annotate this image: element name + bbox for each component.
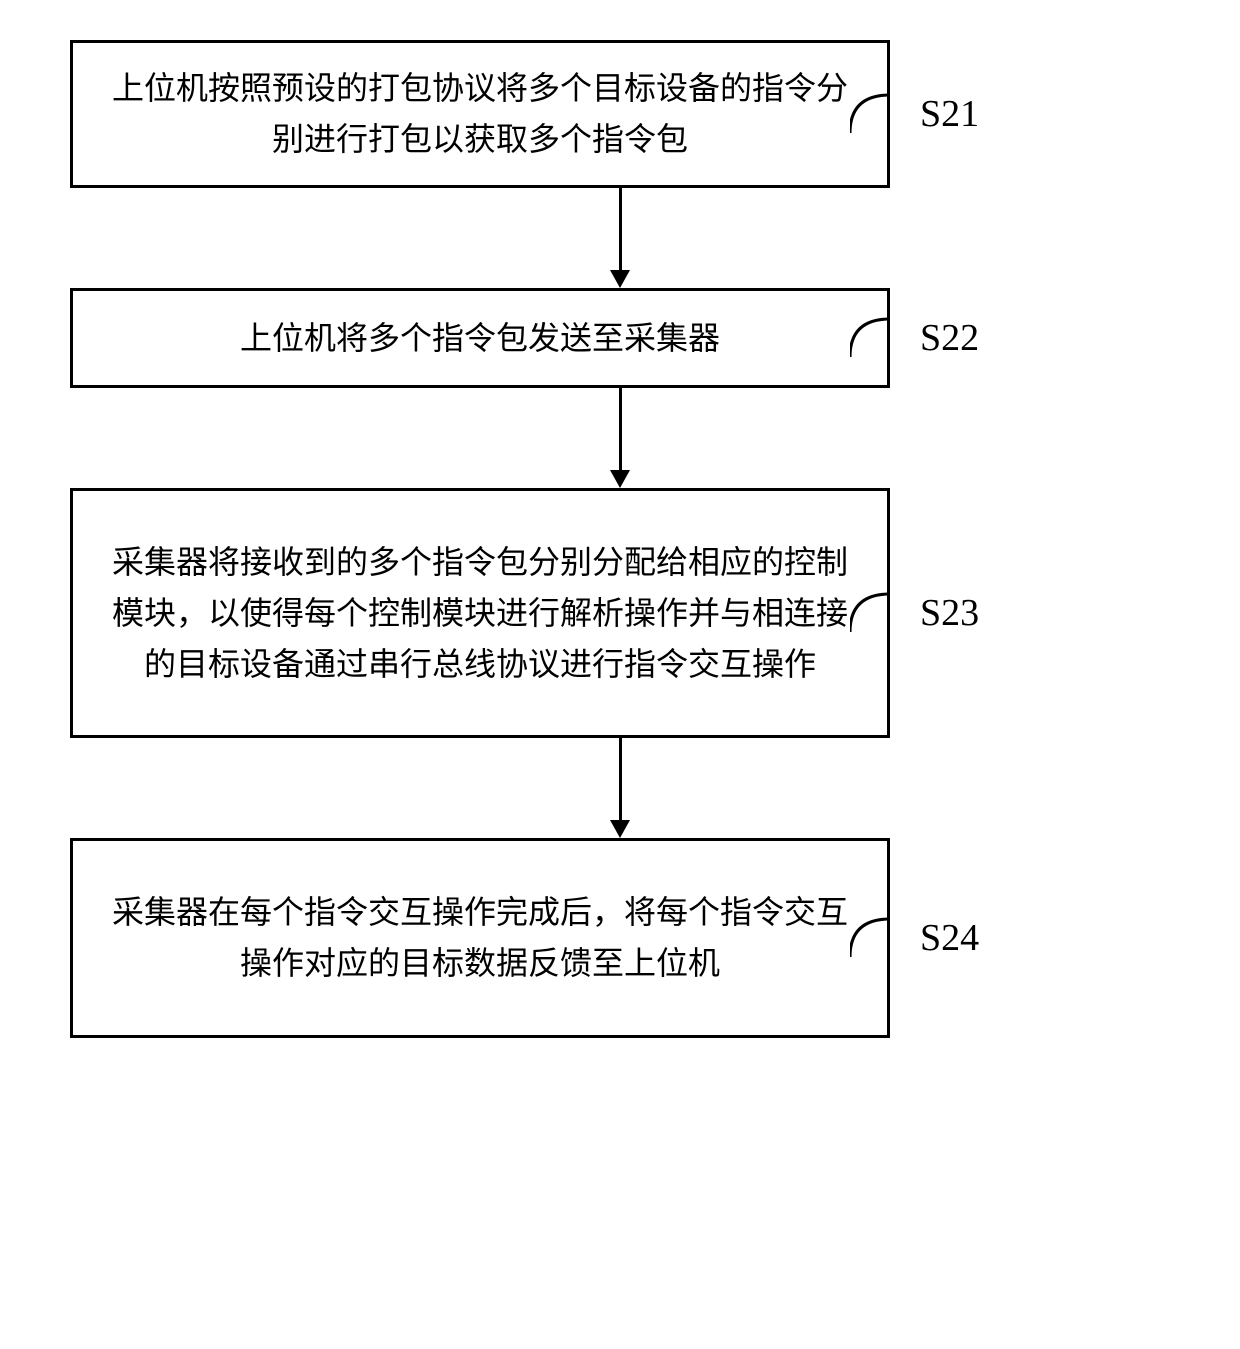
arrow-line-icon xyxy=(619,738,622,820)
label-wrapper-s22: S22 xyxy=(890,316,979,360)
label-wrapper-s24: S24 xyxy=(890,916,979,960)
step-text-s24: 采集器在每个指令交互操作完成后，将每个指令交互操作对应的目标数据反馈至上位机 xyxy=(103,887,857,989)
label-wrapper-s23: S23 xyxy=(890,591,979,635)
step-label-s21: S21 xyxy=(920,92,979,136)
connector-curve-icon xyxy=(850,592,892,634)
step-text-s22: 上位机将多个指令包发送至采集器 xyxy=(240,313,720,364)
step-box-s24: 采集器在每个指令交互操作完成后，将每个指令交互操作对应的目标数据反馈至上位机 xyxy=(70,838,890,1038)
step-box-s22: 上位机将多个指令包发送至采集器 xyxy=(70,288,890,388)
arrow-line-icon xyxy=(619,388,622,470)
flowchart-container: 上位机按照预设的打包协议将多个目标设备的指令分别进行打包以获取多个指令包 S21… xyxy=(70,40,1170,1038)
step-label-s24: S24 xyxy=(920,916,979,960)
arrow-s23-s24 xyxy=(210,738,1030,838)
arrow-head-icon xyxy=(610,470,630,488)
connector-curve-icon xyxy=(850,317,892,359)
step-box-s23: 采集器将接收到的多个指令包分别分配给相应的控制模块，以使得每个控制模块进行解析操… xyxy=(70,488,890,738)
connector-curve-icon xyxy=(850,93,892,135)
step-text-s23: 采集器将接收到的多个指令包分别分配给相应的控制模块，以使得每个控制模块进行解析操… xyxy=(103,537,857,691)
label-wrapper-s21: S21 xyxy=(890,92,979,136)
arrow-line-icon xyxy=(619,188,622,270)
connector-curve-icon xyxy=(850,917,892,959)
step-row-s21: 上位机按照预设的打包协议将多个目标设备的指令分别进行打包以获取多个指令包 S21 xyxy=(70,40,1170,188)
step-label-s23: S23 xyxy=(920,591,979,635)
step-row-s24: 采集器在每个指令交互操作完成后，将每个指令交互操作对应的目标数据反馈至上位机 S… xyxy=(70,838,1170,1038)
step-box-s21: 上位机按照预设的打包协议将多个目标设备的指令分别进行打包以获取多个指令包 xyxy=(70,40,890,188)
step-label-s22: S22 xyxy=(920,316,979,360)
step-row-s23: 采集器将接收到的多个指令包分别分配给相应的控制模块，以使得每个控制模块进行解析操… xyxy=(70,488,1170,738)
step-row-s22: 上位机将多个指令包发送至采集器 S22 xyxy=(70,288,1170,388)
arrow-s21-s22 xyxy=(210,188,1030,288)
arrow-head-icon xyxy=(610,820,630,838)
step-text-s21: 上位机按照预设的打包协议将多个目标设备的指令分别进行打包以获取多个指令包 xyxy=(103,63,857,165)
arrow-head-icon xyxy=(610,270,630,288)
arrow-s22-s23 xyxy=(210,388,1030,488)
